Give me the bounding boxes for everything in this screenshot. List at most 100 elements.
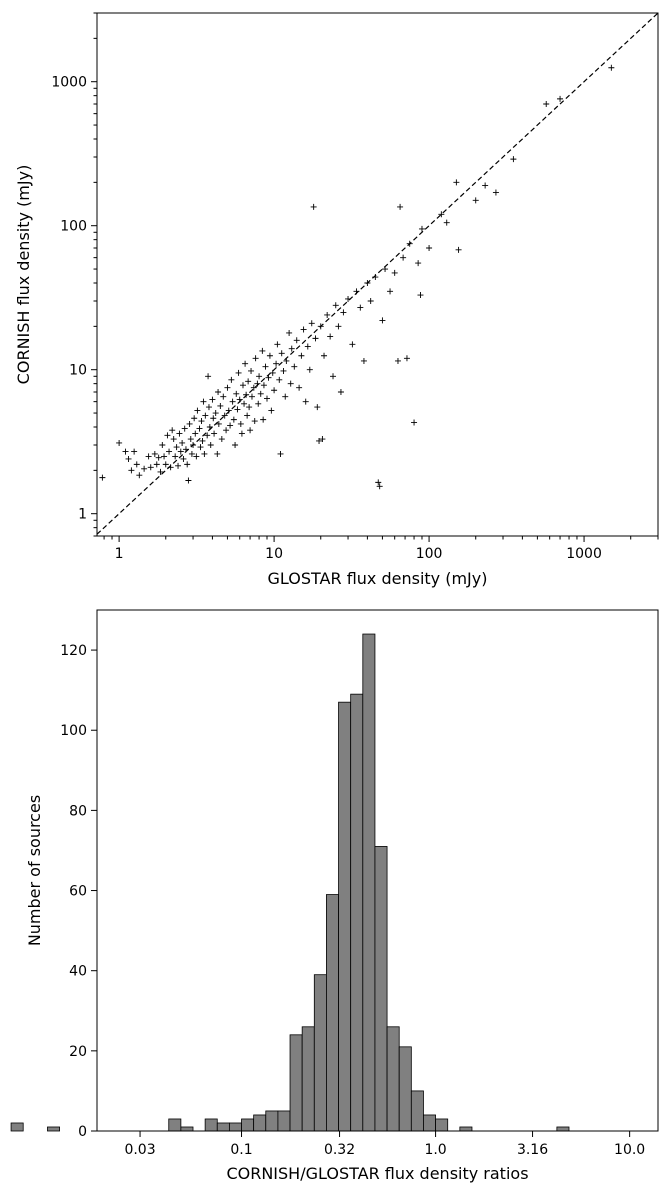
scatter-point-69 (228, 376, 235, 383)
scatter-point-24 (173, 444, 180, 451)
histogram-bar-16 (350, 693, 364, 1132)
scatter-point-129 (316, 437, 323, 444)
scatter-point-26 (176, 430, 183, 437)
scatter-point-132 (321, 352, 328, 359)
scatter-point-32 (184, 461, 191, 468)
scatter-point-123 (304, 343, 311, 350)
scatter-point-126 (310, 203, 317, 210)
scatter-point-83 (244, 412, 251, 419)
scatter-point-18 (164, 432, 171, 439)
scatter-point-41 (194, 407, 201, 414)
scatter-point-16 (161, 453, 168, 460)
scatter-point-4 (128, 467, 135, 474)
scatter-point-0 (99, 474, 106, 481)
scatter-point-81 (242, 360, 249, 367)
scatter-point-70 (229, 398, 236, 405)
histogram-plot: 0.03 0.1 0.32 1.0 3.16 10.0 0 20 40 60 80 100 120 CO… (10, 609, 659, 1183)
scatter-point-94 (256, 373, 263, 380)
scatter-point-110 (278, 350, 285, 357)
histogram-bar-7 (241, 1118, 255, 1132)
scatter-point-137 (335, 323, 342, 330)
scatter-point-54 (209, 396, 216, 403)
histogram-bar-14 (326, 894, 339, 1132)
scatter-point-59 (215, 389, 222, 396)
scatter-x-tick-label: 1000 (566, 546, 602, 562)
scatter-point-112 (282, 393, 289, 400)
scatter-point-97 (260, 416, 267, 423)
scatter-point-156 (400, 254, 407, 261)
scatter-points (99, 64, 615, 490)
scatter-y-tick-label: 100 (60, 219, 87, 235)
histogram-bar-23 (435, 1118, 449, 1132)
scatter-point-105 (271, 387, 278, 394)
scatter-point-51 (205, 404, 212, 411)
scatter-point-50 (205, 373, 212, 380)
scatter-ticks: 1 10 100 1000 1 10 100 1000 (51, 12, 659, 562)
scatter-point-44 (198, 418, 205, 425)
scatter-axes-frame (96, 12, 659, 537)
histogram-bar-6 (228, 1122, 242, 1132)
histogram-x-tick-label: 0.32 (324, 1142, 355, 1158)
scatter-point-49 (204, 432, 211, 439)
scatter-point-88 (248, 393, 255, 400)
scatter-point-115 (287, 380, 294, 387)
scatter-point-102 (266, 352, 273, 359)
scatter-point-60 (215, 420, 222, 427)
histogram-bar-17 (362, 633, 376, 1132)
histogram-bar-3 (180, 1126, 194, 1132)
histogram-y-tick-label: 120 (60, 643, 87, 659)
scatter-point-95 (257, 390, 264, 397)
scatter-point-80 (241, 400, 248, 407)
scatter-point-109 (277, 450, 284, 457)
scatter-point-13 (155, 454, 162, 461)
scatter-point-73 (233, 390, 240, 397)
scatter-point-34 (186, 420, 193, 427)
scatter-point-138 (337, 389, 344, 396)
scatter-point-154 (394, 357, 401, 364)
histogram-axes-frame (96, 609, 659, 1132)
histogram-x-tick-label: 3.16 (517, 1142, 548, 1158)
histogram-bar-18 (374, 846, 388, 1132)
scatter-point-127 (312, 335, 319, 342)
histogram-bars (10, 633, 570, 1132)
scatter-point-118 (293, 337, 300, 344)
histogram-x-tick-label: 0.1 (230, 1142, 252, 1158)
histogram-bar-11 (289, 1034, 303, 1132)
scatter-point-144 (360, 357, 367, 364)
scatter-point-134 (327, 333, 334, 340)
scatter-point-159 (411, 419, 418, 426)
scatter-point-146 (367, 297, 374, 304)
scatter-point-7 (136, 472, 143, 479)
scatter-point-82 (243, 391, 250, 398)
histogram-bar-12 (301, 1026, 315, 1132)
scatter-point-53 (207, 441, 214, 448)
histogram-bar-13 (313, 974, 327, 1132)
scatter-point-10 (147, 464, 154, 471)
scatter-point-87 (248, 367, 255, 374)
scatter-point-99 (262, 363, 269, 370)
histogram-bar-22 (423, 1114, 436, 1132)
scatter-point-71 (230, 416, 237, 423)
histogram-ticks: 0.03 0.1 0.32 1.0 3.16 10.0 0 20 40 60 80 100 120 (60, 643, 645, 1158)
scatter-point-77 (237, 420, 244, 427)
scatter-point-91 (252, 355, 259, 362)
scatter-point-106 (273, 360, 280, 367)
scatter-point-167 (455, 246, 462, 253)
scatter-point-45 (199, 437, 206, 444)
histogram-y-tick-label: 100 (60, 723, 87, 739)
scatter-point-57 (212, 410, 219, 417)
scatter-point-139 (340, 309, 347, 316)
scatter-point-2 (122, 448, 129, 455)
scatter-point-38 (191, 415, 198, 422)
scatter-point-64 (221, 412, 228, 419)
scatter-point-124 (306, 366, 313, 373)
scatter-point-36 (188, 450, 195, 457)
scatter-point-27 (177, 448, 184, 455)
scatter-plot: 1 10 100 1000 1 10 100 1000 GLOSTAR flux densit… (14, 12, 659, 588)
histogram-y-tick-label: 20 (69, 1044, 87, 1060)
scatter-x-tick-label: 10 (265, 546, 283, 562)
histogram-bar-24 (459, 1126, 473, 1132)
scatter-point-55 (210, 415, 217, 422)
scatter-point-86 (247, 427, 254, 434)
scatter-point-25 (175, 462, 182, 469)
